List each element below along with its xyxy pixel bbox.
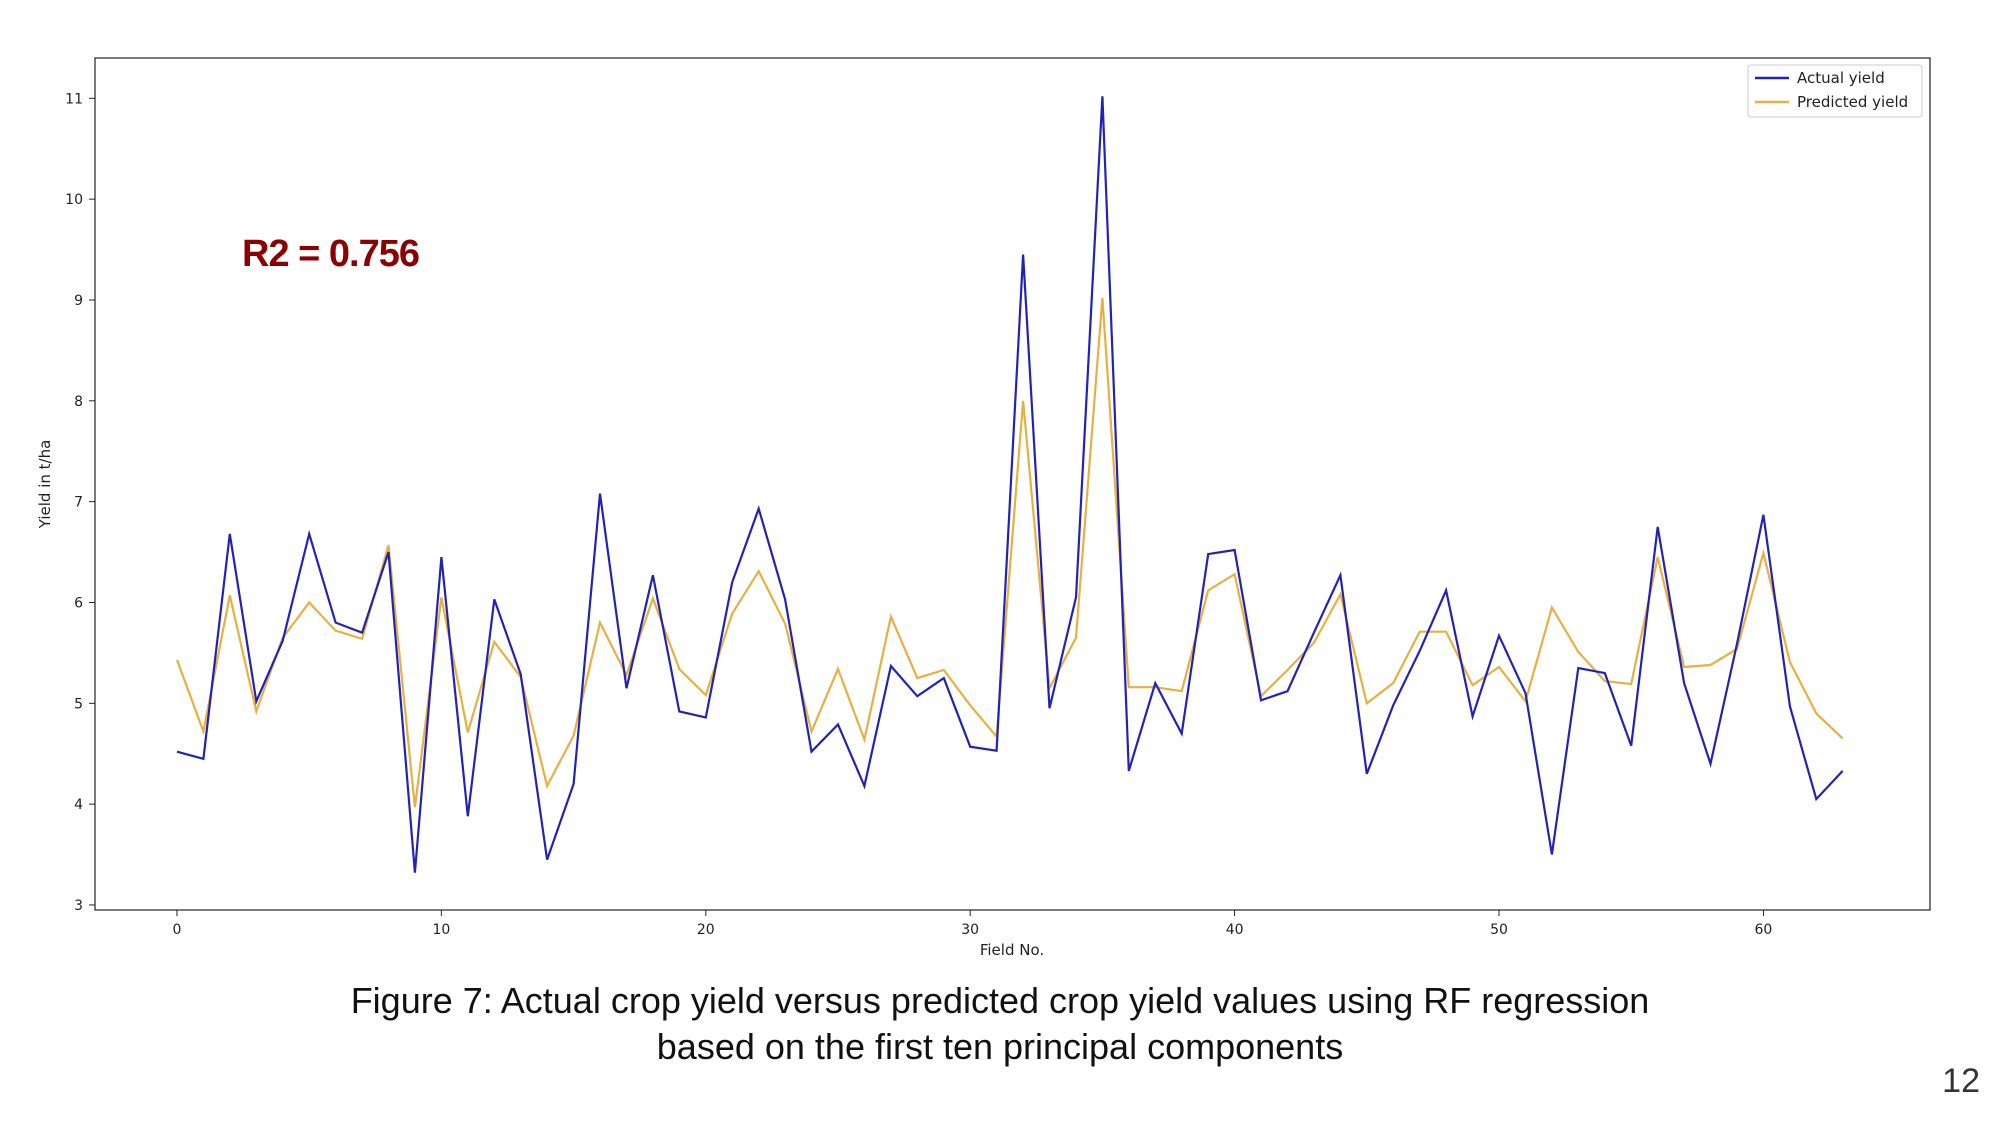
x-tick-label: 40 bbox=[1226, 922, 1244, 938]
legend-label-predicted-yield: Predicted yield bbox=[1797, 93, 1908, 111]
plot-frame bbox=[94, 57, 1931, 911]
y-tick-label: 8 bbox=[74, 394, 83, 410]
x-tick-label: 30 bbox=[961, 922, 979, 938]
r2-annotation: R2 = 0.756 bbox=[242, 233, 419, 275]
x-tick-label: 60 bbox=[1755, 922, 1773, 938]
y-tick-label: 7 bbox=[74, 495, 83, 511]
y-tick-label: 9 bbox=[74, 293, 83, 309]
x-tick-label: 50 bbox=[1490, 922, 1508, 938]
legend-label-actual-yield: Actual yield bbox=[1797, 69, 1885, 87]
y-tick-label: 4 bbox=[74, 797, 83, 813]
series-lines bbox=[175, 96, 1844, 873]
x-tick-label: 20 bbox=[697, 922, 715, 938]
y-tick-label: 5 bbox=[74, 696, 83, 712]
x-tick-label: 10 bbox=[432, 922, 450, 938]
figure-caption: Figure 7: Actual crop yield versus predi… bbox=[200, 978, 1800, 1070]
legend-box bbox=[1747, 64, 1923, 118]
caption-line-2: based on the first ten principal compone… bbox=[656, 1026, 1344, 1067]
caption-line-1: Figure 7: Actual crop yield versus predi… bbox=[350, 980, 1650, 1021]
x-axis: 0 10 20 30 40 50 60 bbox=[173, 910, 1773, 938]
series-line-actual-yield bbox=[176, 96, 1844, 873]
x-axis-title: Field No. bbox=[980, 941, 1044, 959]
x-tick-label: 0 bbox=[173, 922, 182, 938]
y-tick-label: 6 bbox=[74, 595, 83, 611]
y-tick-label: 3 bbox=[74, 898, 83, 914]
series-line-predicted-yield bbox=[175, 297, 1844, 808]
page-number: 12 bbox=[1942, 1062, 1980, 1100]
y-tick-label: 10 bbox=[65, 192, 83, 208]
legend: Actual yield Predicted yield bbox=[1747, 64, 1923, 118]
y-axis-title: Yield in t/ha bbox=[36, 440, 54, 530]
y-tick-label: 11 bbox=[65, 91, 83, 107]
y-axis: 3 4 5 6 7 8 9 10 11 bbox=[65, 91, 95, 914]
